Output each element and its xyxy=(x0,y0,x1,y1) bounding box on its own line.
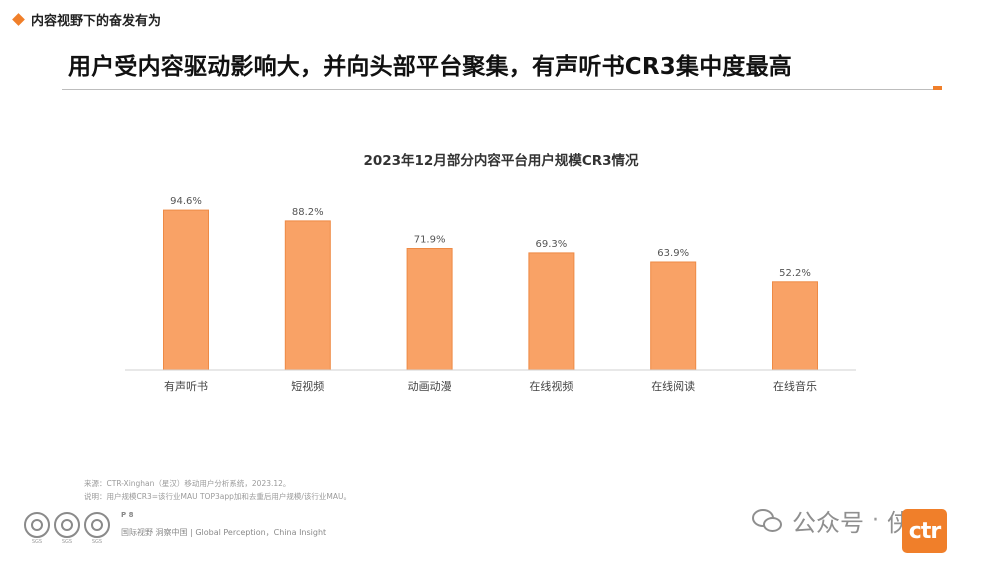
certification-seal-icon: SGS xyxy=(24,512,50,545)
page-number: P 8 xyxy=(121,511,134,519)
certification-seal-icon: SGS xyxy=(84,512,110,545)
data-label-4: 63.9% xyxy=(657,248,689,259)
ctr-logo: ctr xyxy=(902,509,947,553)
data-label-5: 52.2% xyxy=(779,268,811,279)
data-label-0: 94.6% xyxy=(170,196,202,207)
category-label-2: 动画动漫 xyxy=(408,379,452,393)
watermark-text: 公众号 xyxy=(792,509,864,537)
certification-seal-icon: SGS xyxy=(54,512,80,545)
source-note: 来源：CTR-Xinghan（星汉）移动用户分析系统，2023.12。 xyxy=(84,479,291,488)
bar-5 xyxy=(772,281,818,371)
title-divider-accent xyxy=(933,86,942,90)
watermark-separator: · xyxy=(872,508,879,533)
section-label: 内容视野下的奋发有为 xyxy=(31,13,162,29)
certification-logos: SGS SGS SGS xyxy=(24,512,110,545)
page-title: 用户受内容驱动影响大，并向头部平台聚集，有声听书CR3集中度最高 xyxy=(68,54,792,80)
chart-title: 2023年12月部分内容平台用户规模CR3情况 xyxy=(363,152,639,169)
method-note: 说明：用户规模CR3=该行业MAU TOP3app加和去重后用户规模/该行业MA… xyxy=(84,492,351,501)
category-label-0: 有声听书 xyxy=(164,379,208,393)
wechat-icon xyxy=(752,507,784,535)
data-label-2: 71.9% xyxy=(414,235,446,246)
bar-0 xyxy=(163,209,209,371)
bar-4 xyxy=(650,261,697,371)
section-tag: 内容视野下的奋发有为 xyxy=(12,8,162,30)
data-label-3: 69.3% xyxy=(536,239,568,250)
seal-caption: SGS xyxy=(61,539,73,545)
data-label-1: 88.2% xyxy=(292,207,324,218)
footer-notes: 来源：CTR-Xinghan（星汉）移动用户分析系统，2023.12。 说明：用… xyxy=(84,477,351,503)
category-label-5: 在线音乐 xyxy=(773,379,817,393)
category-label-1: 短视频 xyxy=(291,379,324,393)
category-label-4: 在线阅读 xyxy=(651,379,695,393)
seal-caption: SGS xyxy=(91,539,103,545)
category-label-3: 在线视频 xyxy=(529,379,573,393)
bar-1 xyxy=(284,220,331,371)
bar-3 xyxy=(528,252,575,371)
seal-caption: SGS xyxy=(31,539,43,545)
footer-slogan: 国际视野 洞察中国 | Global Perception，China Insi… xyxy=(121,528,327,537)
bar-2 xyxy=(406,248,453,371)
title-divider xyxy=(62,89,942,90)
